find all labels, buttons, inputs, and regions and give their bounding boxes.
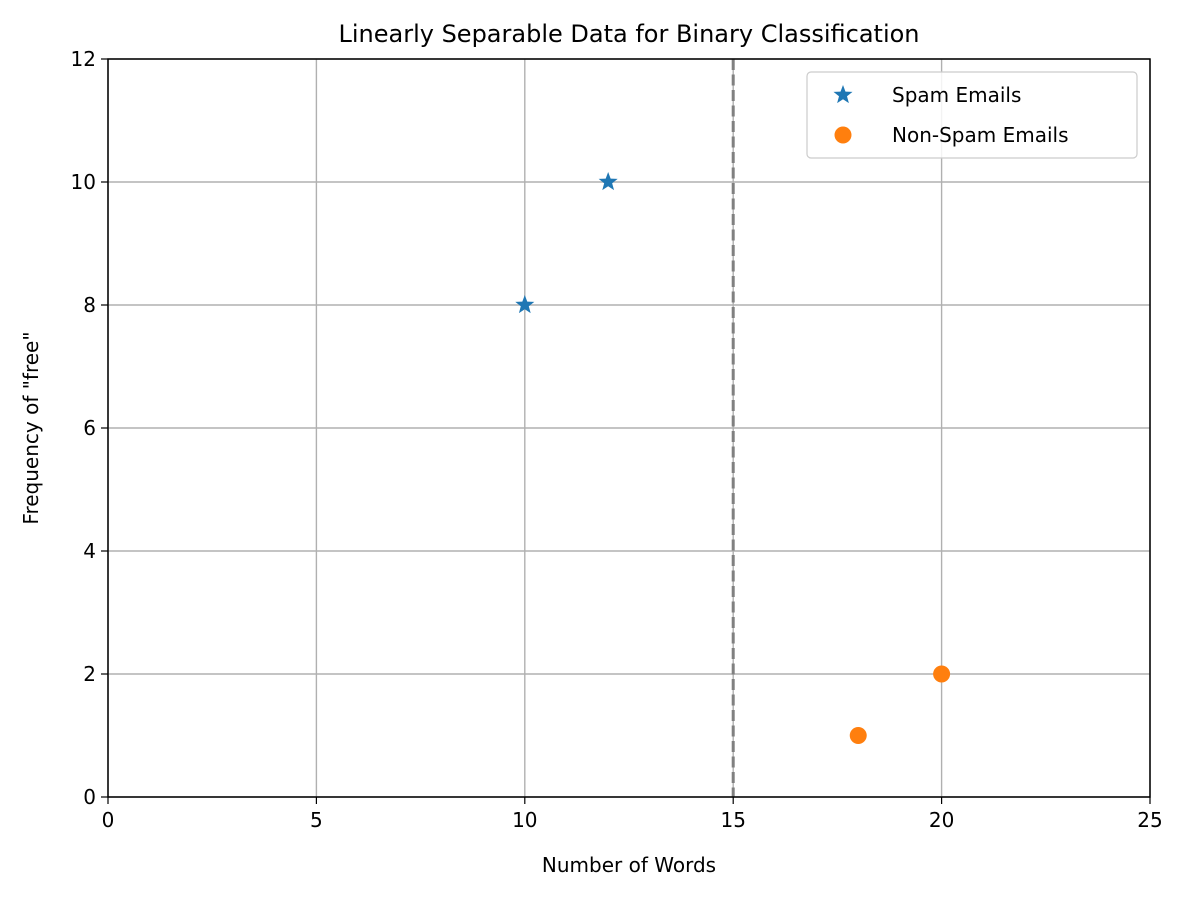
- y-tick-label: 6: [83, 416, 96, 440]
- x-tick-label: 20: [929, 808, 954, 832]
- x-tick-label: 15: [720, 808, 745, 832]
- legend-marker: [835, 127, 852, 144]
- legend: Spam Emails Non-Spam Emails: [807, 72, 1137, 158]
- x-tick-label: 25: [1137, 808, 1162, 832]
- y-tick-label: 8: [83, 293, 96, 317]
- y-tick-label: 4: [83, 539, 96, 563]
- x-tick-label: 10: [512, 808, 537, 832]
- non-spam-point: [933, 666, 950, 683]
- non-spam-point: [850, 727, 867, 744]
- y-tick-label: 10: [71, 170, 96, 194]
- x-tick-label: 0: [102, 808, 115, 832]
- chart-title: Linearly Separable Data for Binary Class…: [338, 20, 919, 48]
- legend-label: Spam Emails: [892, 83, 1021, 107]
- y-tick-label: 12: [71, 47, 96, 71]
- y-axis-label: Frequency of "free": [19, 331, 43, 524]
- x-axis-label: Number of Words: [542, 853, 716, 877]
- y-tick-label: 0: [83, 785, 96, 809]
- x-tick-label: 5: [310, 808, 323, 832]
- legend-label: Non-Spam Emails: [892, 123, 1068, 147]
- y-tick-label: 2: [83, 662, 96, 686]
